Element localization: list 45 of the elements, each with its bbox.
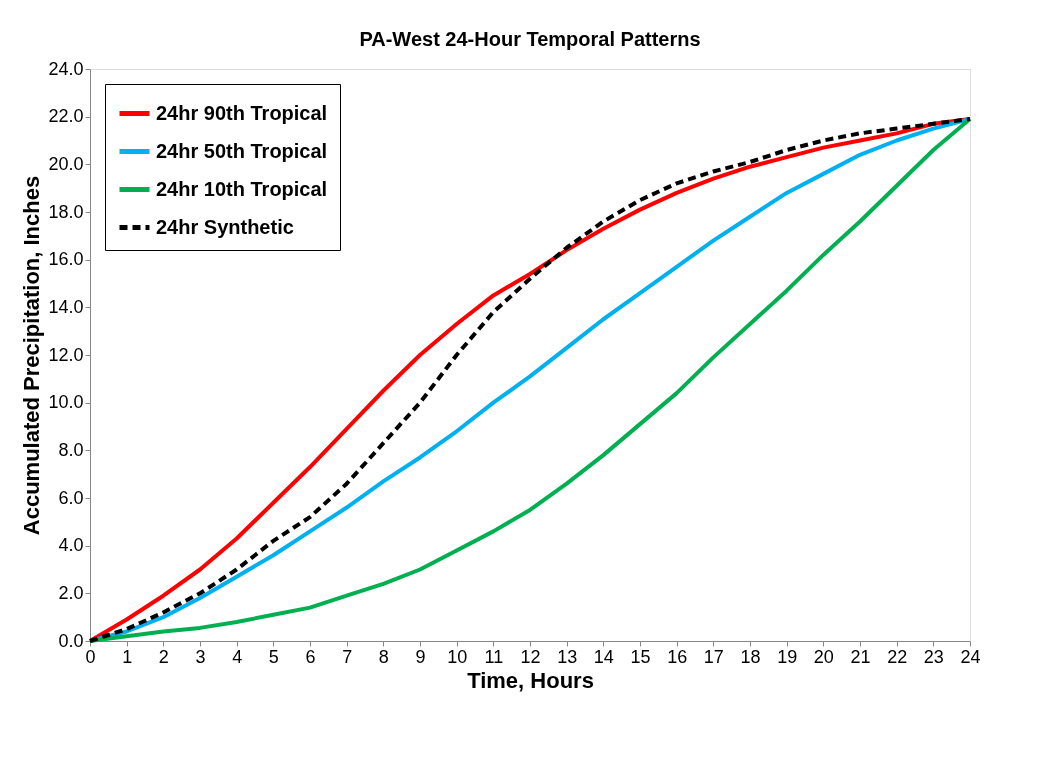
x-tick-label: 12 bbox=[520, 646, 541, 667]
x-tick-label: 3 bbox=[195, 646, 206, 667]
x-tick-label: 0 bbox=[85, 646, 96, 667]
x-tick-label: 20 bbox=[813, 646, 834, 667]
y-tick-label: 0.0 bbox=[58, 630, 84, 651]
y-tick-label: 6.0 bbox=[58, 487, 84, 508]
x-tick-label: 16 bbox=[667, 646, 688, 667]
x-tick-label: 21 bbox=[850, 646, 871, 667]
x-tick-label: 14 bbox=[593, 646, 614, 667]
x-tick-label: 17 bbox=[703, 646, 724, 667]
y-tick-label: 14.0 bbox=[48, 296, 84, 317]
y-tick-label: 2.0 bbox=[58, 582, 84, 603]
y-tick-label: 20.0 bbox=[48, 153, 84, 174]
x-axis-title: Time, Hours bbox=[467, 667, 594, 693]
legend-label: 24hr Synthetic bbox=[156, 215, 294, 238]
x-tick-label: 4 bbox=[232, 646, 243, 667]
y-tick-label: 8.0 bbox=[58, 439, 84, 460]
y-tick-label: 16.0 bbox=[48, 249, 84, 270]
x-tick-label: 8 bbox=[378, 646, 389, 667]
x-tick-label: 15 bbox=[630, 646, 651, 667]
x-tick-label: 13 bbox=[557, 646, 578, 667]
x-tick-label: 7 bbox=[342, 646, 353, 667]
x-tick-label: 18 bbox=[740, 646, 761, 667]
legend-label: 24hr 90th Tropical bbox=[156, 101, 328, 124]
x-tick-label: 11 bbox=[484, 646, 504, 667]
x-tick-label: 19 bbox=[777, 646, 798, 667]
y-tick-label: 4.0 bbox=[58, 535, 84, 556]
x-tick-label: 23 bbox=[923, 646, 944, 667]
chart-title: PA-West 24-Hour Temporal Patterns bbox=[359, 28, 701, 50]
legend-label: 24hr 50th Tropical bbox=[156, 139, 328, 162]
x-tick-label: 24 bbox=[960, 646, 981, 667]
x-tick-label: 2 bbox=[158, 646, 169, 667]
x-tick-label: 6 bbox=[305, 646, 316, 667]
legend-label: 24hr 10th Tropical bbox=[156, 177, 328, 200]
y-tick-label: 18.0 bbox=[48, 201, 84, 222]
x-tick-label: 9 bbox=[415, 646, 426, 667]
x-tick-label: 1 bbox=[122, 646, 133, 667]
y-tick-label: 24.0 bbox=[48, 58, 84, 79]
x-tick-label: 5 bbox=[268, 646, 279, 667]
x-tick-label: 22 bbox=[887, 646, 908, 667]
y-tick-label: 22.0 bbox=[48, 106, 84, 127]
y-axis-title: Accumulated Precipitation, Inches bbox=[19, 175, 45, 536]
y-tick-label: 10.0 bbox=[48, 392, 84, 413]
y-tick-label: 12.0 bbox=[48, 344, 84, 365]
x-tick-label: 10 bbox=[447, 646, 468, 667]
